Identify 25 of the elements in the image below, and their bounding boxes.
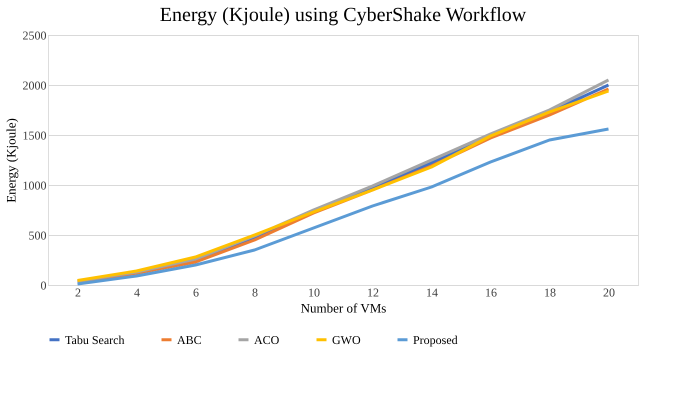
x-tick-label: 6 <box>193 286 199 300</box>
x-tick-label: 2 <box>75 286 81 300</box>
x-tick-label: 20 <box>603 286 615 300</box>
x-tick-label: 16 <box>485 286 497 300</box>
y-tick-label: 500 <box>28 228 46 242</box>
chart-title: Energy (Kjoule) using CyberShake Workflow <box>160 4 527 26</box>
x-tick-label: 12 <box>367 286 379 300</box>
legend-label: Proposed <box>413 332 458 347</box>
y-tick-label: 0 <box>40 278 46 292</box>
legend-label: ABC <box>177 332 202 347</box>
x-tick-label: 8 <box>252 286 258 300</box>
legend-label: ACO <box>254 332 280 347</box>
legend-label: GWO <box>332 332 361 347</box>
line-series <box>76 128 610 286</box>
x-axis-title: Number of VMs <box>300 300 386 316</box>
y-axis-title: Energy (Kjoule) <box>4 118 18 203</box>
x-tick-label: 10 <box>308 286 320 300</box>
legend-label: Tabu Search <box>65 332 124 347</box>
x-tick-label: 18 <box>544 286 556 300</box>
x-tick-label: 14 <box>426 286 438 300</box>
x-tick-label: 4 <box>134 286 140 300</box>
y-tick-label: 1000 <box>22 178 46 192</box>
y-tick-label: 2000 <box>22 78 46 92</box>
y-tick-label: 1500 <box>22 128 46 142</box>
y-tick-label: 2500 <box>22 28 46 42</box>
